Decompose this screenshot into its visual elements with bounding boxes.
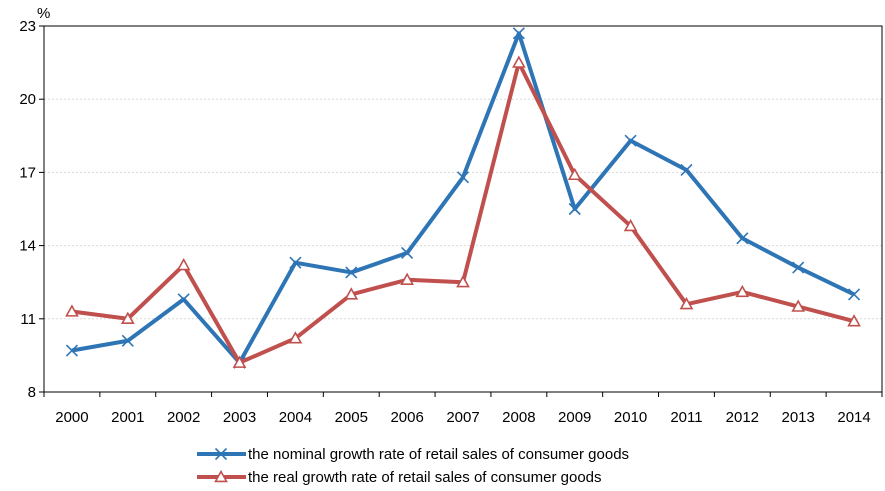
point-s1-2013 [791, 299, 806, 312]
point-s0-2005-stroke-b [345, 266, 358, 279]
point-s0-2013-stroke-b [792, 261, 805, 274]
legend-marker-shape-1 [214, 469, 228, 483]
series-line-1 [71, 60, 855, 365]
point-s1-2004 [288, 331, 303, 344]
y-tick-label-14: 14 [19, 238, 36, 255]
point-s1-2007 [456, 275, 470, 288]
point-s1-2008 [512, 55, 526, 68]
point-s0-2008 [512, 27, 525, 40]
x-tick-label-2007: 2007 [446, 409, 479, 426]
x-tick-label-2009: 2009 [558, 409, 591, 426]
point-s0-2000 [65, 344, 78, 357]
plot-area [43, 25, 883, 393]
legend-label-nominal: the nominal growth rate of retail sales … [248, 446, 629, 463]
legend: the nominal growth rate of retail sales … [197, 446, 629, 486]
x-axis: 2000 2001 2002 2003 2004 2005 2006 2007 2008 2009… [43, 392, 883, 426]
point-s1-2006 [400, 272, 414, 285]
y-axis: 8 11 14 17 20 23 [19, 18, 44, 401]
point-s1-2002 [176, 257, 191, 271]
y-tick-label-8: 8 [28, 384, 36, 401]
point-s0-2012 [736, 232, 749, 245]
point-s1-2012 [735, 284, 750, 298]
legend-label-real: the real growth rate of retail sales of … [248, 469, 602, 486]
x-tick-label-2005: 2005 [335, 409, 368, 426]
point-s0-2009 [568, 202, 581, 216]
point-s0-2010 [624, 134, 637, 147]
point-s0-2013 [792, 261, 805, 274]
point-s0-2014-stroke-b [848, 288, 861, 301]
x-tick-label-2014: 2014 [837, 409, 870, 426]
point-s0-2006 [401, 246, 414, 259]
point-s1-2005 [344, 287, 359, 300]
point-s0-2006-stroke-b [401, 246, 414, 259]
series-1 [65, 55, 861, 368]
point-s1-2000 [65, 304, 79, 317]
x-tick-label-2010: 2010 [614, 409, 647, 426]
point-s0-2005 [345, 266, 358, 279]
x-tick-label-2003: 2003 [223, 409, 256, 426]
y-tick-label-17: 17 [19, 164, 36, 181]
point-s1-2011 [679, 297, 694, 310]
legend-marker-shape-0 [214, 447, 228, 461]
point-s1-2010 [623, 218, 638, 232]
x-tick-label-2012: 2012 [726, 409, 759, 426]
x-tick-label-2001: 2001 [111, 409, 144, 426]
point-s1-2001 [120, 311, 135, 325]
series-layer [65, 27, 861, 369]
point-s0-2014 [848, 288, 861, 301]
x-tick-label-2004: 2004 [279, 409, 312, 426]
point-s1-2009 [567, 167, 582, 181]
point-s0-2010-stroke-b [624, 134, 637, 147]
point-s0-2008-stroke-b [512, 27, 525, 40]
legend-item-real: the real growth rate of retail sales of … [197, 469, 602, 486]
point-s0-2002 [177, 293, 190, 306]
legend-marker-shape-0-stroke-b [214, 447, 228, 461]
point-s0-2011 [680, 163, 693, 177]
x-tick-label-2000: 2000 [55, 409, 88, 426]
point-s0-2007-stroke-b [456, 171, 470, 184]
x-tick-label-2011: 2011 [670, 409, 702, 426]
point-s0-2011-stroke-b [680, 163, 693, 177]
legend-marker-nominal [214, 447, 228, 461]
point-s0-2001 [121, 334, 134, 347]
point-s0-2001-stroke-b [121, 334, 134, 347]
series-line-0 [71, 31, 855, 365]
y-tick-label-11: 11 [20, 311, 36, 328]
point-s0-2004 [289, 256, 302, 269]
legend-item-nominal: the nominal growth rate of retail sales … [197, 446, 629, 463]
point-s1-2014 [847, 314, 861, 327]
point-s0-2004-stroke-b [289, 256, 302, 269]
point-s0-2007 [456, 171, 470, 184]
point-s0-2002-stroke-b [177, 293, 190, 306]
point-s0-2000-stroke-b [65, 344, 78, 357]
x-tick-label-2008: 2008 [502, 409, 535, 426]
point-s1-2003 [232, 355, 247, 368]
x-tick-label-2013: 2013 [782, 409, 815, 426]
y-tick-label-20: 20 [19, 91, 36, 108]
point-s0-2009-stroke-b [568, 202, 581, 216]
legend-marker-real [214, 469, 228, 483]
y-axis-label: % [37, 5, 50, 22]
series-0 [65, 27, 861, 369]
x-tick-label-2002: 2002 [167, 409, 200, 426]
x-tick-label-2006: 2006 [390, 409, 423, 426]
point-s0-2012-stroke-b [736, 232, 749, 245]
y-tick-label-23: 23 [19, 18, 36, 35]
